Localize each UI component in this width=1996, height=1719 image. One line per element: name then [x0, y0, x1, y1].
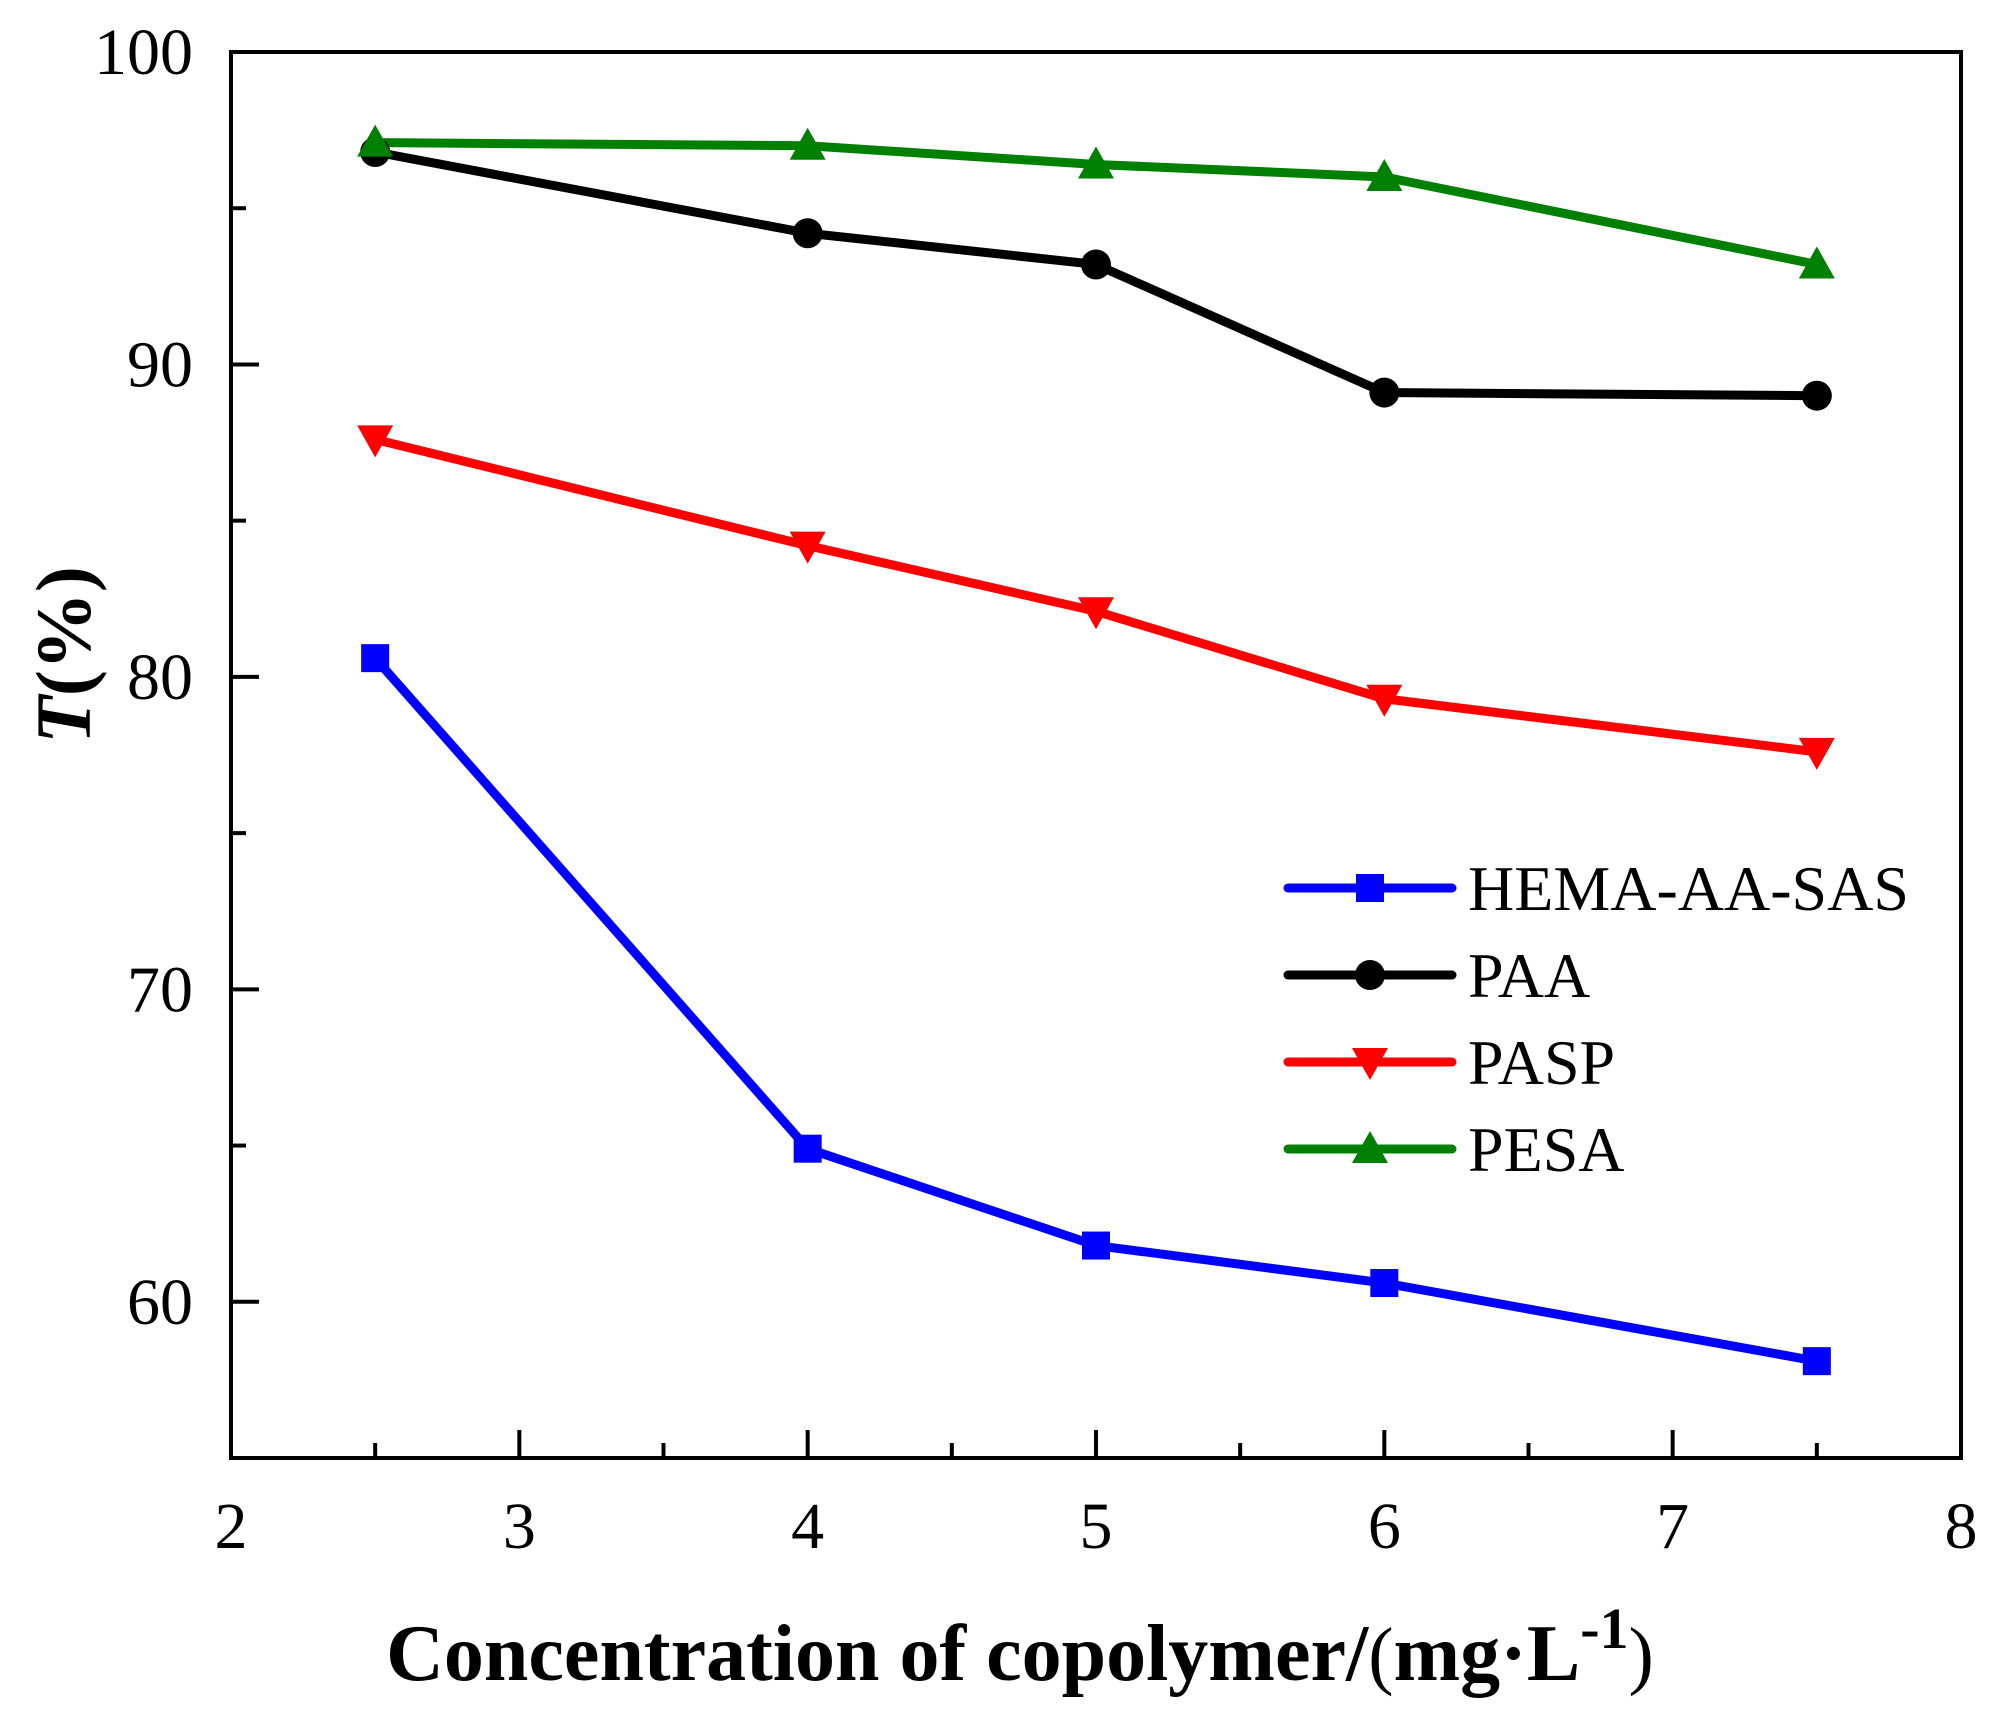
- data-point-hema-aa-sas-2: [1082, 1231, 1110, 1260]
- series-markers: [357, 124, 1835, 1376]
- y-tick-label-4: 100: [94, 16, 193, 89]
- axis-ticks: 2 3 4 5 6 7 8 60 70 80 90 100: [94, 16, 1978, 1563]
- y-tick-label-3: 90: [127, 328, 193, 401]
- legend-marker-pesa: [1352, 1131, 1388, 1163]
- y-tick-label-0: 60: [127, 1266, 193, 1339]
- x-axis-title-unit: mg·L: [1394, 1610, 1581, 1698]
- legend-label-pesa: PESA: [1468, 1114, 1625, 1185]
- data-point-pesa-2: [1078, 146, 1114, 179]
- x-tick-label-1: 3: [503, 1490, 536, 1563]
- data-point-pesa-1: [789, 127, 826, 160]
- data-point-paa-3: [1369, 377, 1400, 408]
- x-axis-title-text: Concentration of copolymer/: [386, 1610, 1370, 1698]
- legend-marker-paa: [1355, 960, 1385, 990]
- data-point-hema-aa-sas-3: [1370, 1269, 1399, 1298]
- x-tick-label-0: 2: [215, 1490, 248, 1563]
- data-point-pesa-3: [1366, 158, 1403, 191]
- y-tick-label-1: 70: [127, 953, 193, 1026]
- y-tick-label-2: 80: [127, 641, 193, 714]
- data-point-hema-aa-sas-1: [793, 1134, 822, 1163]
- data-point-paa-2: [1081, 249, 1111, 280]
- data-point-pasp-0: [357, 425, 394, 458]
- x-axis-title-paren-close: ): [1629, 1613, 1654, 1697]
- data-point-pasp-2: [1078, 597, 1114, 630]
- legend-label-paa: PAA: [1468, 940, 1590, 1011]
- data-point-pasp-1: [789, 531, 826, 564]
- data-point-paa-4: [1801, 380, 1832, 411]
- data-point-paa-1: [792, 218, 823, 249]
- x-tick-label-2: 4: [791, 1490, 824, 1563]
- data-point-hema-aa-sas-0: [361, 644, 390, 673]
- x-axis-title-paren-open: (: [1368, 1613, 1393, 1697]
- y-axis-title-variable: T: [20, 693, 107, 744]
- series-line-pasp: [370, 434, 1822, 757]
- y-axis-title: T(%): [20, 566, 107, 744]
- x-tick-label-6: 8: [1945, 1490, 1978, 1563]
- x-axis-title-unit-exponent: -1: [1580, 1596, 1628, 1661]
- legend: HEMA-AA-SAS PAA PASP PESA: [1283, 853, 1909, 1185]
- data-point-pasp-4: [1798, 737, 1835, 770]
- data-point-pasp-3: [1366, 684, 1403, 717]
- data-point-pesa-4: [1798, 246, 1835, 279]
- data-point-pesa-0: [357, 124, 394, 157]
- x-tick-label-4: 6: [1368, 1490, 1401, 1563]
- x-axis-title: Concentration of copolymer/(mg·L-1): [386, 1596, 1654, 1698]
- y-axis-title-unit: (%): [20, 566, 107, 696]
- legend-label-hema-aa-sas: HEMA-AA-SAS: [1468, 853, 1909, 924]
- x-tick-label-5: 7: [1656, 1490, 1689, 1563]
- legend-marker-pasp: [1352, 1048, 1388, 1080]
- legend-marker-hema-aa-sas: [1356, 874, 1384, 902]
- data-point-hema-aa-sas-4: [1802, 1347, 1831, 1376]
- x-tick-label-3: 5: [1080, 1490, 1113, 1563]
- legend-label-pasp: PASP: [1468, 1027, 1615, 1098]
